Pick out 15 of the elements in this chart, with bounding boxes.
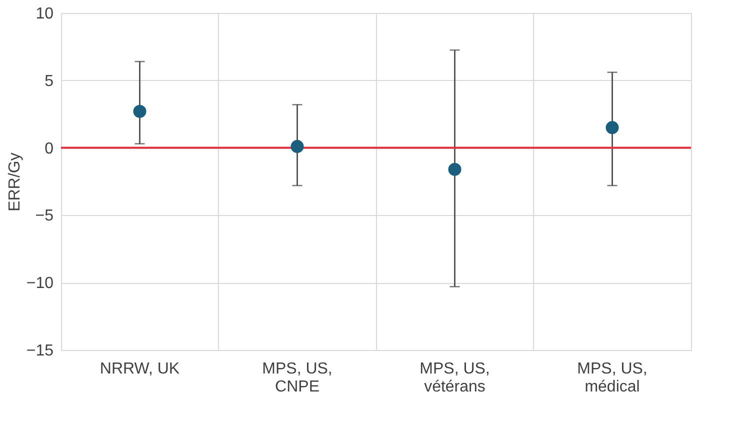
point — [290, 140, 304, 153]
y-tick-label: 0 — [44, 140, 54, 158]
x-tick-label: MPS, US, médical — [577, 360, 648, 396]
x-tick-label: MPS, US, vétérans — [420, 360, 490, 396]
y-tick-label: 5 — [44, 72, 54, 90]
point — [133, 104, 146, 118]
x-tick-label: NRRW, UK — [100, 360, 180, 378]
y-tick-label: 10 — [36, 6, 54, 22]
y-tick-label: −10 — [26, 275, 54, 292]
y-axis-title: ERR/Gy — [6, 152, 24, 212]
y-tick-label: −5 — [35, 208, 54, 225]
x-tick-label: MPS, US, CNPE — [262, 360, 332, 396]
point — [606, 121, 619, 134]
point — [448, 162, 462, 176]
y-tick-label: −15 — [26, 342, 54, 360]
